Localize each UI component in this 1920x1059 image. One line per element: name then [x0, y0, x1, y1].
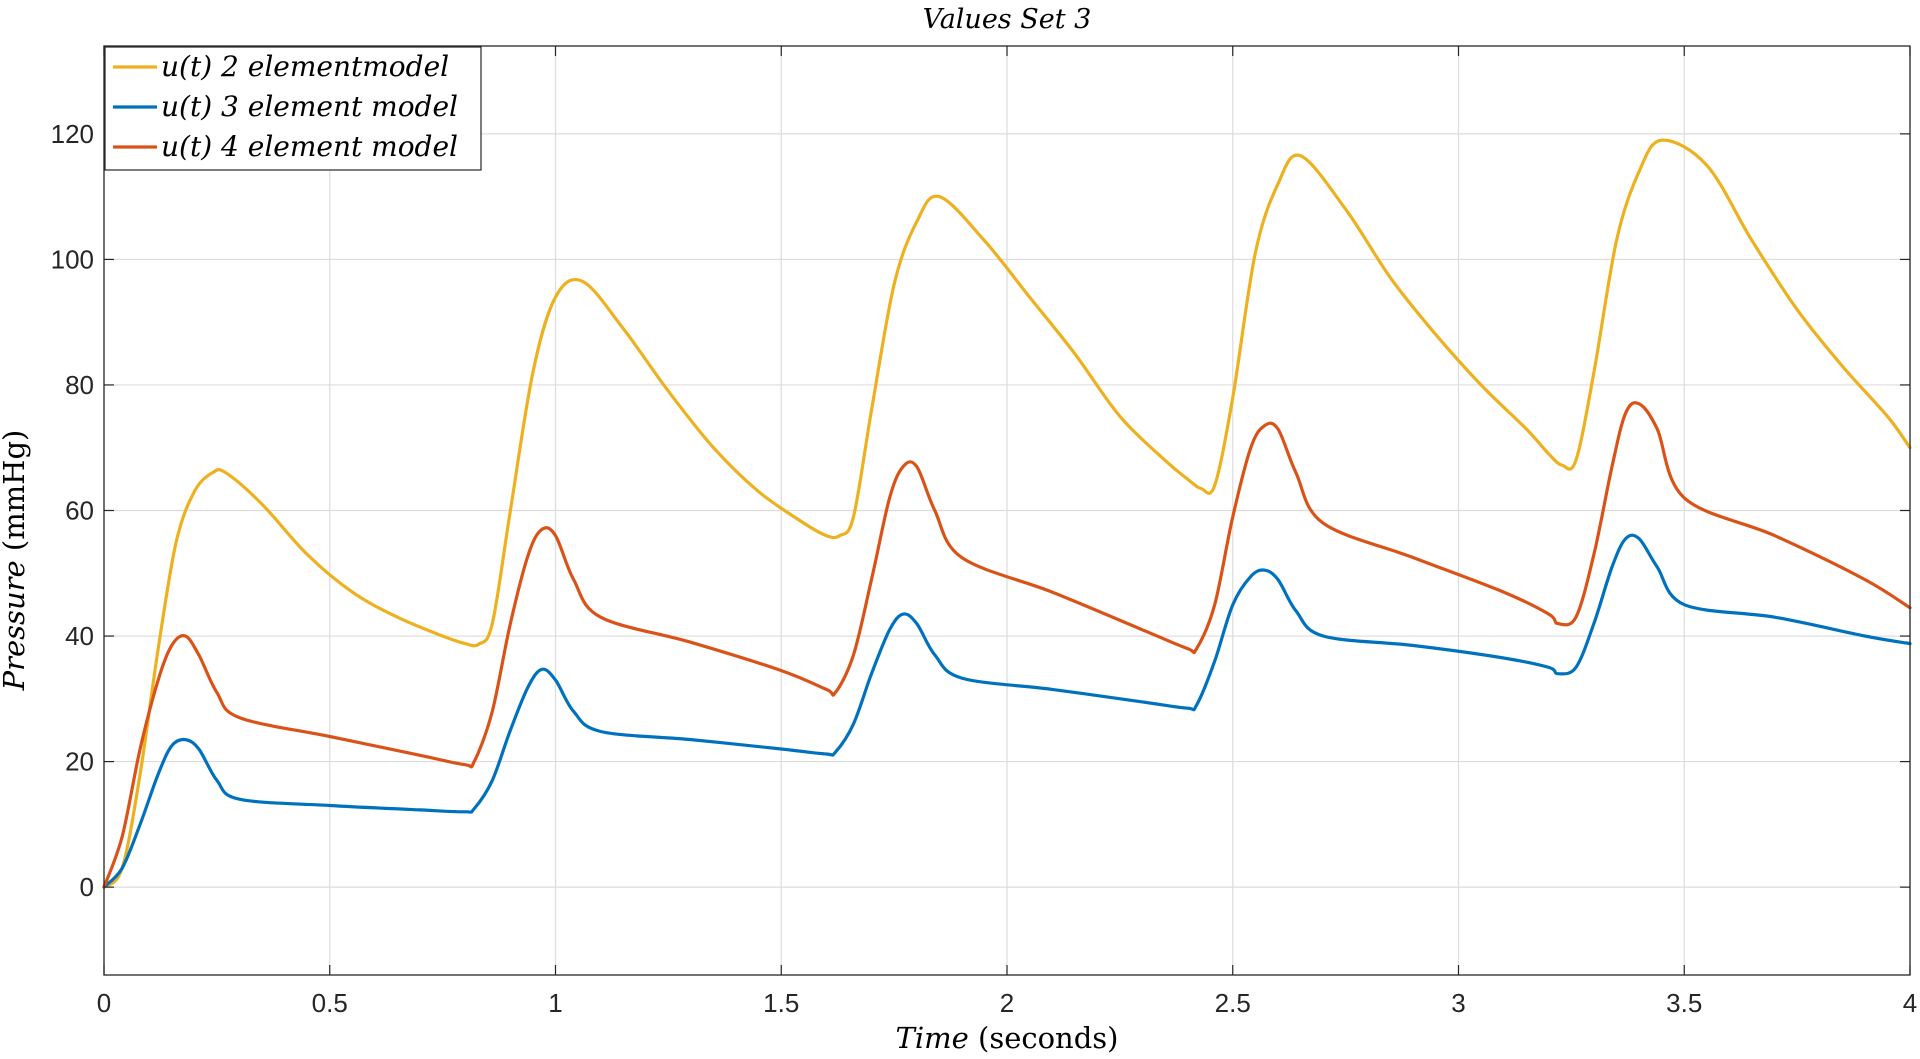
series-line-3: [102, 401, 1912, 889]
y-tick-label: 20: [65, 747, 94, 777]
legend-box: [104, 46, 482, 171]
y-tick-label: 80: [65, 370, 94, 400]
x-tick-label: 3: [1451, 988, 1465, 1018]
x-axis-label-unit: (seconds): [969, 1021, 1119, 1055]
y-axis-label: Pressure (mmHg): [0, 430, 31, 692]
y-tick-label: 0: [80, 872, 94, 902]
y-axis-label-unit: (mmHg): [0, 430, 31, 561]
series-layer: [102, 138, 1912, 889]
y-tick-label: 60: [65, 496, 94, 526]
y-tick-label: 120: [51, 119, 94, 149]
x-tick-label: 4: [1903, 988, 1917, 1018]
x-tick-label: 1.5: [763, 988, 799, 1018]
x-axis-label-italic: Time: [896, 1021, 969, 1055]
legend: u(t) 2 elementmodel u(t) 3 element model u…: [104, 46, 482, 171]
x-tick-label: 3.5: [1666, 988, 1702, 1018]
chart-title: Values Set 3: [923, 4, 1092, 35]
legend-label: u(t) 2 elementmodel: [161, 50, 449, 83]
x-axis-label: Time (seconds): [896, 1021, 1119, 1055]
x-tick-label: 2.5: [1215, 988, 1251, 1018]
y-axis-label-italic: Pressure: [0, 560, 31, 691]
x-tick-label: 0.5: [312, 988, 348, 1018]
x-tick-label: 0: [97, 988, 111, 1018]
series-line-1: [102, 138, 1912, 889]
series-line-2: [102, 533, 1912, 889]
y-tick-label: 40: [65, 621, 94, 651]
x-tick-label: 1: [548, 988, 562, 1018]
y-tick-label: 100: [51, 244, 94, 274]
x-tick-label: 2: [1000, 988, 1014, 1018]
legend-label: u(t) 4 element model: [161, 130, 458, 163]
legend-label: u(t) 3 element model: [161, 90, 458, 123]
